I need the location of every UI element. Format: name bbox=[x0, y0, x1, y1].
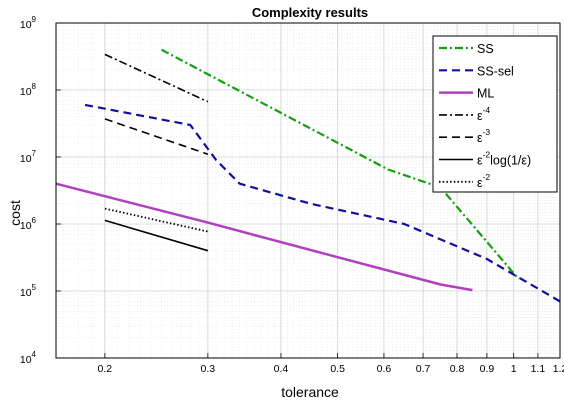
legend-label-2: SS-sel bbox=[477, 64, 514, 78]
x-tick-label: 1 bbox=[511, 363, 517, 375]
x-tick-label: 0.9 bbox=[480, 363, 495, 375]
legend-label-6: ε-2log(1/ε) bbox=[477, 150, 531, 168]
tick-marks bbox=[56, 22, 561, 359]
x-tick-label: 0.8 bbox=[450, 363, 465, 375]
series-line-7 bbox=[104, 207, 209, 233]
x-tick-label: 1.2 bbox=[553, 363, 564, 375]
series-line-3 bbox=[55, 182, 473, 292]
legend-label-base: ε bbox=[477, 176, 483, 190]
x-tick-label: 0.2 bbox=[98, 363, 113, 375]
x-tick-label: 0.7 bbox=[416, 363, 431, 375]
series-line-6 bbox=[104, 219, 209, 252]
legend-label-exponent: -2 bbox=[483, 172, 491, 182]
legend-label-7: ε-2 bbox=[477, 172, 490, 190]
y-tick-exponent: 8 bbox=[32, 82, 37, 91]
y-tick-exponent: 5 bbox=[32, 283, 37, 292]
series-line-2 bbox=[84, 103, 561, 303]
series-line-4 bbox=[104, 53, 209, 103]
legend-label-5: ε-3 bbox=[477, 127, 490, 145]
y-tick-exponent: 7 bbox=[32, 149, 37, 158]
series-line-5 bbox=[104, 118, 209, 155]
plot-frame bbox=[55, 22, 561, 359]
x-tick-label: 0.5 bbox=[330, 363, 345, 375]
y-tick-exponent: 6 bbox=[32, 216, 37, 225]
y-tick-exponent: 9 bbox=[32, 15, 37, 24]
x-tick-label: 0.6 bbox=[377, 363, 392, 375]
chart-title: Complexity results bbox=[252, 5, 368, 20]
legend-label-exponent: -3 bbox=[483, 127, 491, 137]
legend-box bbox=[432, 35, 558, 193]
legend-label-exponent: -4 bbox=[483, 105, 491, 115]
x-tick-labels: 0.2 0.3 0.4 0.5 0.6 0.7 0.8 0.9 1 1.1 1.2 bbox=[98, 363, 564, 375]
legend-label-3: ML bbox=[477, 87, 494, 101]
legend-label-base: ε bbox=[477, 131, 483, 145]
legend-label-base: ε bbox=[477, 154, 483, 168]
series-line-1 bbox=[160, 48, 520, 280]
y-tick-exponent: 4 bbox=[32, 350, 37, 359]
x-tick-label: 0.4 bbox=[274, 363, 289, 375]
legend-label-base: ε bbox=[477, 109, 483, 123]
x-axis-label: tolerance bbox=[281, 384, 339, 400]
y-axis-label: cost bbox=[7, 200, 23, 226]
legend-label-suffix: log(1/ε) bbox=[490, 154, 531, 168]
legend-label-1: SS bbox=[477, 42, 494, 56]
legend-label-4: ε-4 bbox=[477, 105, 490, 123]
x-tick-label: 0.3 bbox=[201, 363, 216, 375]
x-tick-label: 1.1 bbox=[531, 363, 546, 375]
series-layer bbox=[55, 48, 561, 303]
legend-label-exponent: -2 bbox=[483, 150, 491, 160]
